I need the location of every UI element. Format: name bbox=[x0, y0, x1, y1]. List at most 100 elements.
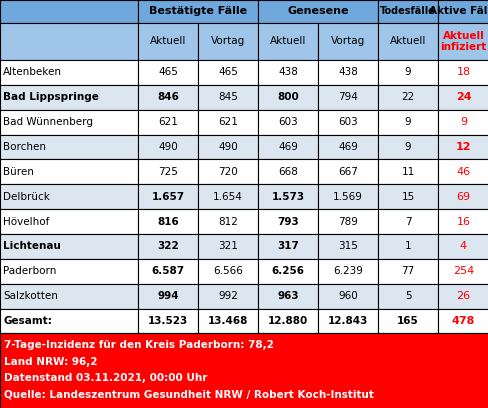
Bar bbox=[437, 184, 488, 209]
Bar bbox=[377, 184, 437, 209]
Text: Land NRW: 96,2: Land NRW: 96,2 bbox=[4, 357, 97, 367]
Text: 794: 794 bbox=[337, 92, 357, 102]
Bar bbox=[377, 234, 437, 259]
Bar bbox=[138, 184, 198, 209]
Text: 77: 77 bbox=[401, 266, 414, 276]
Bar bbox=[198, 23, 258, 60]
Text: 992: 992 bbox=[218, 291, 238, 301]
Bar bbox=[258, 23, 317, 60]
Text: Paderborn: Paderborn bbox=[3, 266, 56, 276]
Bar bbox=[198, 259, 258, 284]
Text: 18: 18 bbox=[455, 67, 469, 78]
Bar bbox=[0, 259, 138, 284]
Text: Hövelhof: Hövelhof bbox=[3, 217, 49, 226]
Bar bbox=[437, 0, 488, 23]
Text: 12: 12 bbox=[455, 142, 470, 152]
Bar bbox=[317, 184, 377, 209]
Bar bbox=[138, 135, 198, 160]
Text: 13.468: 13.468 bbox=[207, 316, 248, 326]
Bar bbox=[258, 60, 317, 85]
Bar bbox=[138, 0, 258, 23]
Bar bbox=[198, 234, 258, 259]
Text: 469: 469 bbox=[278, 142, 297, 152]
Bar bbox=[317, 209, 377, 234]
Text: 24: 24 bbox=[455, 92, 470, 102]
Bar bbox=[437, 160, 488, 184]
Text: 317: 317 bbox=[277, 242, 298, 251]
Text: Salzkotten: Salzkotten bbox=[3, 291, 58, 301]
Text: 469: 469 bbox=[337, 142, 357, 152]
Text: 11: 11 bbox=[401, 167, 414, 177]
Bar bbox=[377, 85, 437, 110]
Bar bbox=[198, 284, 258, 308]
Bar bbox=[0, 333, 488, 408]
Bar bbox=[258, 259, 317, 284]
Text: 789: 789 bbox=[337, 217, 357, 226]
Bar bbox=[138, 209, 198, 234]
Bar bbox=[198, 209, 258, 234]
Bar bbox=[138, 160, 198, 184]
Text: 720: 720 bbox=[218, 167, 237, 177]
Text: 1.573: 1.573 bbox=[271, 192, 304, 202]
Bar bbox=[317, 308, 377, 333]
Text: 793: 793 bbox=[277, 217, 298, 226]
Text: 994: 994 bbox=[157, 291, 179, 301]
Text: 9: 9 bbox=[459, 117, 466, 127]
Text: 22: 22 bbox=[401, 92, 414, 102]
Bar bbox=[138, 284, 198, 308]
Bar bbox=[317, 110, 377, 135]
Text: 800: 800 bbox=[277, 92, 298, 102]
Text: 12.843: 12.843 bbox=[327, 316, 367, 326]
Text: Quelle: Landeszentrum Gesundheit NRW / Robert Koch-Institut: Quelle: Landeszentrum Gesundheit NRW / R… bbox=[4, 390, 373, 400]
Text: 322: 322 bbox=[157, 242, 179, 251]
Text: 1.569: 1.569 bbox=[332, 192, 362, 202]
Bar bbox=[317, 135, 377, 160]
Text: 603: 603 bbox=[278, 117, 297, 127]
Text: Aktuell
infiziert: Aktuell infiziert bbox=[440, 31, 486, 52]
Bar bbox=[258, 308, 317, 333]
Bar bbox=[377, 259, 437, 284]
Bar bbox=[377, 160, 437, 184]
Bar bbox=[437, 60, 488, 85]
Bar bbox=[258, 184, 317, 209]
Bar bbox=[377, 308, 437, 333]
Text: 7-Tage-Inzidenz für den Kreis Paderborn: 78,2: 7-Tage-Inzidenz für den Kreis Paderborn:… bbox=[4, 340, 273, 350]
Bar bbox=[138, 23, 198, 60]
Text: Aktuell: Aktuell bbox=[149, 36, 186, 47]
Bar bbox=[317, 234, 377, 259]
Bar bbox=[437, 234, 488, 259]
Bar bbox=[0, 160, 138, 184]
Bar bbox=[258, 284, 317, 308]
Text: 254: 254 bbox=[452, 266, 473, 276]
Bar bbox=[377, 110, 437, 135]
Text: Delbrück: Delbrück bbox=[3, 192, 50, 202]
Text: Borchen: Borchen bbox=[3, 142, 46, 152]
Bar bbox=[0, 23, 138, 60]
Text: 13.523: 13.523 bbox=[147, 316, 188, 326]
Bar bbox=[198, 85, 258, 110]
Bar bbox=[0, 85, 138, 110]
Text: 15: 15 bbox=[401, 192, 414, 202]
Text: 9: 9 bbox=[404, 117, 410, 127]
Text: 165: 165 bbox=[396, 316, 418, 326]
Text: 6.566: 6.566 bbox=[213, 266, 243, 276]
Bar bbox=[258, 110, 317, 135]
Bar bbox=[377, 60, 437, 85]
Bar bbox=[198, 160, 258, 184]
Text: 668: 668 bbox=[278, 167, 297, 177]
Text: 315: 315 bbox=[337, 242, 357, 251]
Bar bbox=[198, 184, 258, 209]
Text: 603: 603 bbox=[337, 117, 357, 127]
Bar bbox=[377, 209, 437, 234]
Text: Bestätigte Fälle: Bestätigte Fälle bbox=[149, 7, 246, 16]
Bar bbox=[198, 110, 258, 135]
Bar bbox=[377, 0, 437, 23]
Text: 4: 4 bbox=[459, 242, 466, 251]
Bar bbox=[317, 160, 377, 184]
Bar bbox=[317, 284, 377, 308]
Bar bbox=[198, 60, 258, 85]
Bar bbox=[437, 259, 488, 284]
Bar bbox=[258, 160, 317, 184]
Text: 6.239: 6.239 bbox=[332, 266, 362, 276]
Text: 816: 816 bbox=[157, 217, 179, 226]
